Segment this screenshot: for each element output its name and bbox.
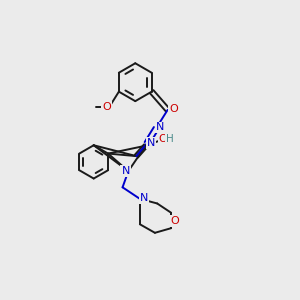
Text: N: N	[122, 166, 130, 176]
Text: O: O	[171, 216, 179, 226]
Text: N: N	[140, 193, 148, 203]
Text: O: O	[102, 102, 111, 112]
Text: N: N	[147, 138, 155, 148]
Text: H: H	[166, 134, 173, 144]
Text: O: O	[159, 134, 167, 144]
Text: O: O	[169, 103, 178, 113]
Text: N: N	[156, 122, 164, 133]
